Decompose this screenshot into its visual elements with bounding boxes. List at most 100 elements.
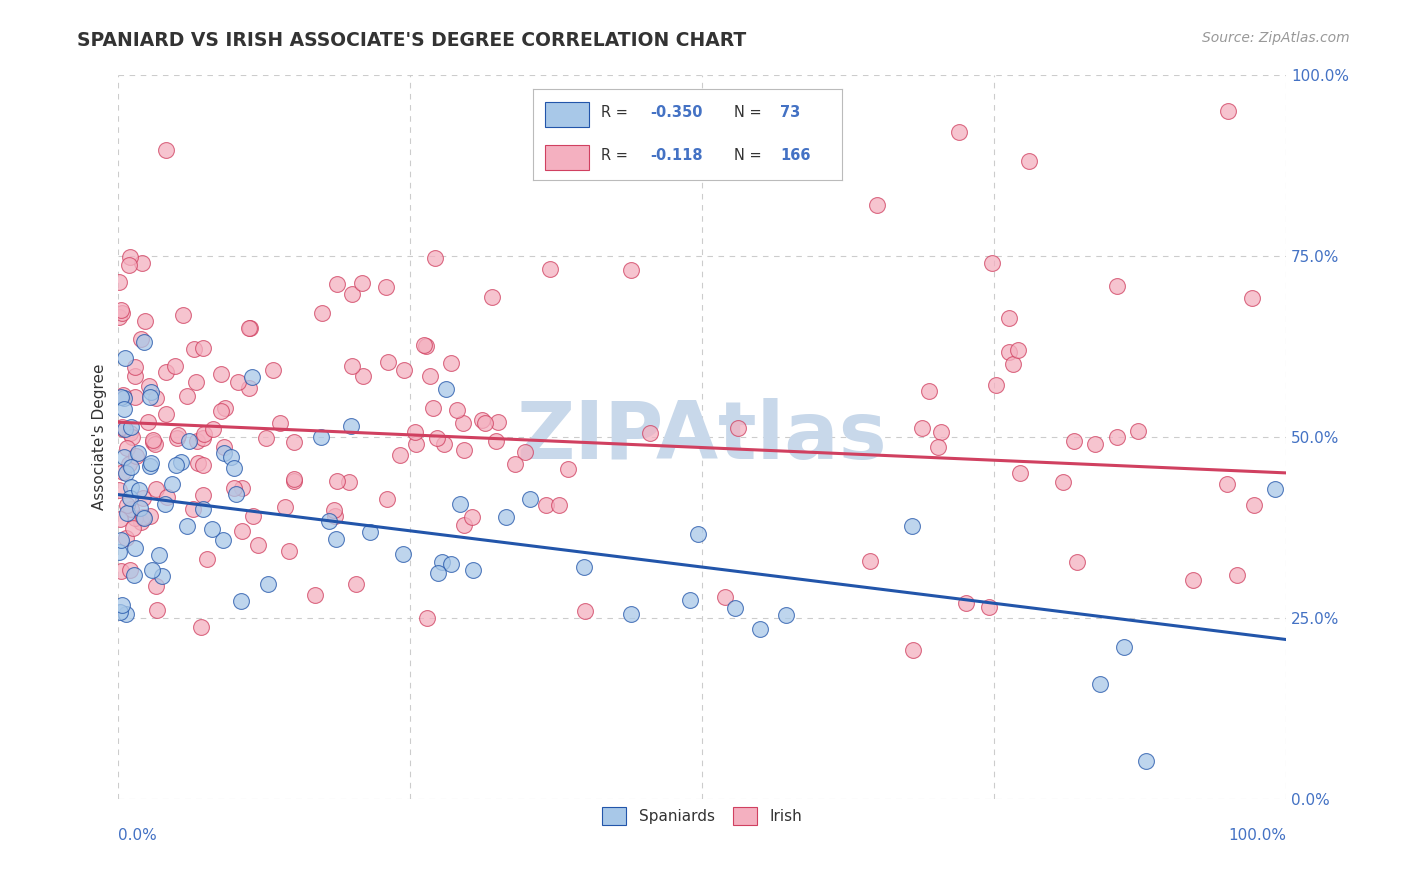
- Irish: [111, 306, 134, 320]
- Irish: [997, 345, 1019, 359]
- Spaniards: [139, 384, 162, 399]
- Irish: [120, 502, 142, 516]
- Irish: [1007, 343, 1029, 357]
- Spaniards: [134, 335, 156, 350]
- Spaniards: [432, 555, 454, 569]
- Irish: [193, 426, 215, 441]
- Irish: [422, 401, 444, 415]
- Spaniards: [141, 456, 163, 470]
- Spaniards: [108, 605, 131, 619]
- Spaniards: [120, 480, 142, 494]
- Irish: [1226, 568, 1249, 582]
- Irish: [1126, 424, 1149, 438]
- Spaniards: [749, 622, 772, 636]
- Irish: [197, 551, 219, 566]
- Irish: [143, 437, 166, 451]
- Irish: [155, 144, 177, 158]
- Irish: [344, 577, 367, 591]
- Irish: [129, 515, 152, 529]
- Irish: [107, 483, 129, 498]
- Irish: [121, 430, 143, 444]
- Irish: [486, 415, 509, 429]
- Spaniards: [141, 563, 163, 577]
- Spaniards: [110, 390, 132, 404]
- Irish: [283, 472, 305, 486]
- Irish: [110, 564, 132, 578]
- Irish: [323, 509, 346, 524]
- Irish: [110, 302, 132, 317]
- Spaniards: [170, 455, 193, 469]
- Spaniards: [1264, 483, 1286, 497]
- Irish: [574, 604, 596, 618]
- Irish: [416, 611, 439, 625]
- Irish: [115, 499, 138, 513]
- Text: Source: ZipAtlas.com: Source: ZipAtlas.com: [1202, 31, 1350, 45]
- Irish: [212, 440, 235, 454]
- Spaniards: [115, 607, 138, 622]
- Irish: [172, 309, 194, 323]
- Irish: [1243, 498, 1265, 512]
- Spaniards: [340, 418, 363, 433]
- Spaniards: [392, 547, 415, 561]
- Irish: [209, 367, 232, 381]
- Irish: [256, 431, 278, 445]
- Spaniards: [440, 557, 463, 571]
- Spaniards: [120, 420, 142, 434]
- Text: SPANIARD VS IRISH ASSOCIATE'S DEGREE CORRELATION CHART: SPANIARD VS IRISH ASSOCIATE'S DEGREE COR…: [77, 31, 747, 50]
- Irish: [1240, 291, 1263, 305]
- Irish: [238, 321, 260, 335]
- Spaniards: [124, 568, 146, 582]
- Irish: [190, 620, 212, 634]
- Irish: [503, 458, 526, 472]
- Spaniards: [128, 500, 150, 515]
- Spaniards: [231, 594, 253, 608]
- Irish: [246, 538, 269, 552]
- Irish: [446, 403, 468, 417]
- Irish: [112, 422, 135, 436]
- Irish: [231, 524, 253, 538]
- Irish: [118, 425, 141, 440]
- Irish: [277, 543, 299, 558]
- Irish: [166, 427, 188, 442]
- Irish: [620, 263, 643, 277]
- Irish: [112, 466, 135, 480]
- Irish: [186, 456, 208, 470]
- Irish: [191, 431, 214, 445]
- Spaniards: [114, 422, 136, 436]
- Irish: [918, 384, 941, 398]
- Spaniards: [225, 486, 247, 500]
- Spaniards: [177, 434, 200, 448]
- Irish: [125, 449, 148, 463]
- Spaniards: [775, 608, 797, 623]
- Irish: [980, 256, 1002, 270]
- Irish: [238, 381, 260, 395]
- Irish: [115, 441, 138, 455]
- Irish: [121, 521, 143, 535]
- Irish: [534, 499, 557, 513]
- Irish: [176, 389, 198, 403]
- Irish: [1084, 437, 1107, 451]
- Irish: [859, 554, 882, 568]
- Spaniards: [1088, 676, 1111, 690]
- Irish: [423, 251, 446, 265]
- Irish: [1001, 357, 1024, 371]
- Irish: [352, 368, 374, 383]
- Spaniards: [162, 477, 184, 491]
- Irish: [481, 289, 503, 303]
- Irish: [325, 277, 347, 291]
- Spaniards: [128, 483, 150, 497]
- Irish: [118, 563, 141, 577]
- Irish: [866, 198, 889, 212]
- Irish: [557, 462, 579, 476]
- Irish: [239, 321, 262, 335]
- Irish: [209, 404, 232, 418]
- Spaniards: [111, 598, 134, 612]
- Irish: [1107, 430, 1129, 444]
- Irish: [901, 643, 924, 657]
- Irish: [155, 407, 177, 421]
- Irish: [124, 359, 146, 374]
- Irish: [166, 431, 188, 445]
- Spaniards: [112, 391, 135, 405]
- Irish: [412, 338, 434, 352]
- Irish: [998, 310, 1021, 325]
